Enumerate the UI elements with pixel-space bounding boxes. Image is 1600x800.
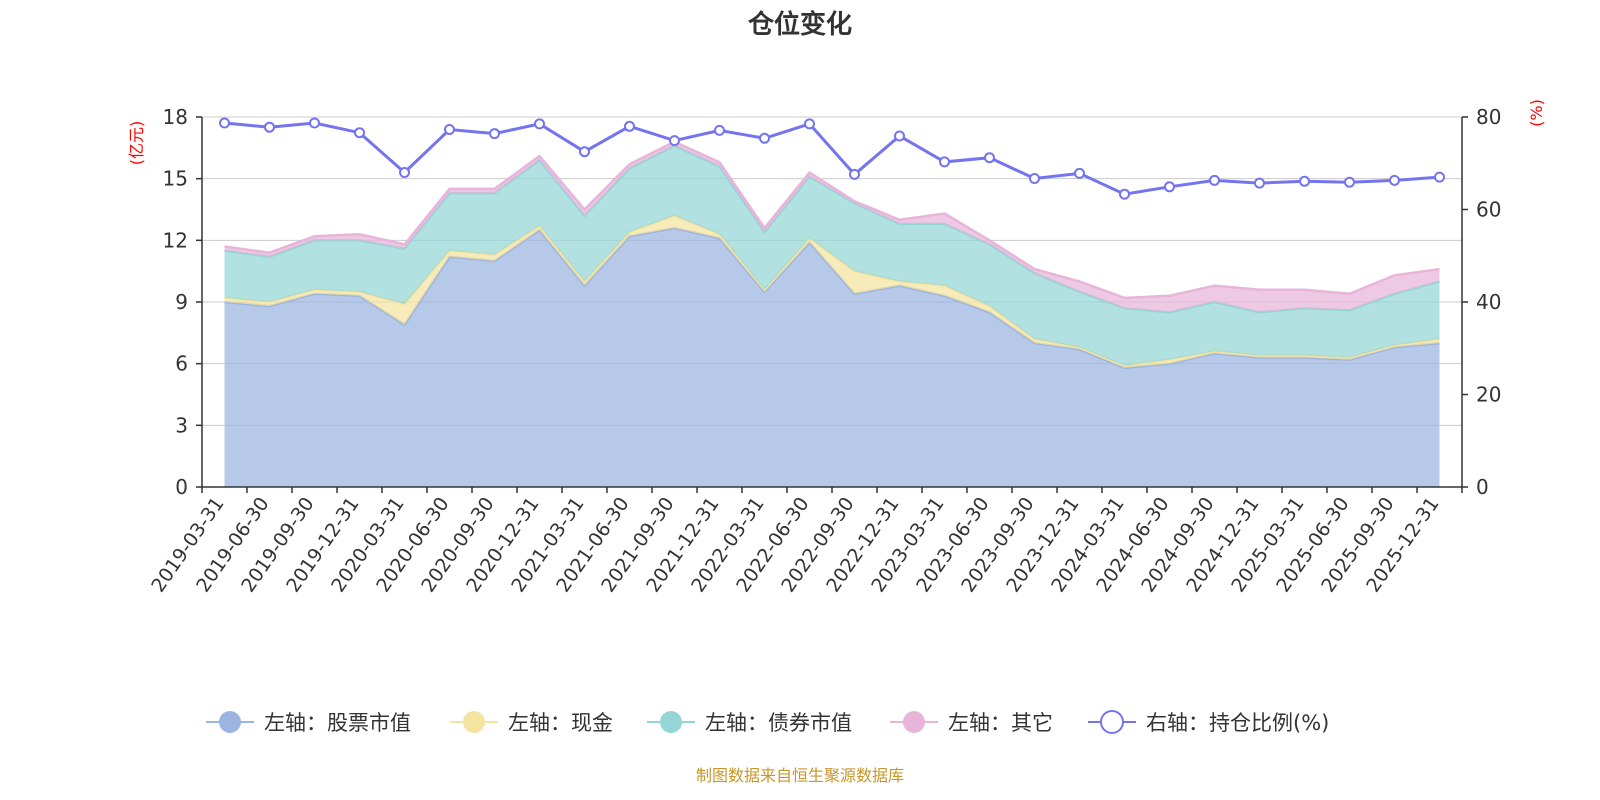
left-axis-tick-label: 0: [175, 475, 188, 499]
ratio-point: [1299, 175, 1310, 187]
ratio-point: [264, 121, 275, 133]
legend: 左轴：股票市值 左轴：现金 左轴：债券市值 左轴：其它 右轴：持仓比例(%): [206, 710, 1329, 735]
chart-title: 仓位变化: [747, 10, 852, 40]
legend-label-cash: 左轴：现金: [508, 711, 613, 735]
ratio-point: [219, 117, 230, 129]
other-area-edge: [224, 140, 1440, 300]
stock-area: [224, 228, 1440, 487]
legend-label-other: 左轴：其它: [948, 711, 1053, 735]
left-axis-tick-label: 12: [163, 228, 188, 252]
ratio-point: [1209, 174, 1220, 186]
legend-swatch-bond: [660, 711, 682, 733]
ratio-point: [1254, 177, 1265, 189]
left-axis-tick-label: 18: [163, 105, 188, 129]
right-axis-tick-label: 80: [1476, 105, 1501, 129]
ratio-point: [1164, 181, 1175, 193]
bond-area: [224, 145, 1440, 366]
left-axis-tick-label: 6: [175, 352, 188, 376]
ratio-point: [624, 120, 635, 132]
ratio-point: [354, 127, 365, 139]
ratio-point: [309, 117, 320, 129]
left-axis-tick-label: 9: [175, 290, 188, 314]
ratio-point: [579, 146, 590, 158]
ratio-point: [1344, 176, 1355, 188]
right-axis-unit: (%): [1527, 99, 1546, 127]
ratio-point: [714, 124, 725, 136]
left-axis-unit: (亿元): [127, 121, 146, 166]
ratio-point: [1074, 167, 1085, 179]
ratio-point: [399, 167, 410, 178]
ratio-point: [1119, 188, 1130, 200]
legend-label-stock: 左轴：股票市值: [264, 711, 411, 735]
ratio-point: [939, 156, 950, 168]
ratio-point: [444, 124, 455, 135]
left-axis-tick-label: 15: [163, 167, 188, 191]
ratio-point: [489, 128, 500, 140]
ratio-point: [1434, 171, 1445, 183]
stacked-areas: [224, 140, 1440, 487]
ratio-point: [1389, 174, 1400, 186]
ratio-point: [1029, 173, 1040, 184]
legend-label-ratio: 右轴：持仓比例(%): [1146, 711, 1329, 735]
ratio-point: [669, 135, 680, 147]
other-area: [224, 141, 1440, 313]
ratio-point: [804, 118, 815, 130]
ratio-point: [534, 118, 545, 130]
ratio-point: [894, 130, 905, 142]
left-axis-tick-label: 3: [175, 413, 188, 437]
legend-label-bond: 左轴：债券市值: [705, 711, 852, 735]
ratio-line-layer: [219, 117, 1445, 200]
ratio-point: [759, 132, 770, 144]
right-axis-tick-label: 0: [1476, 475, 1489, 499]
ratio-point: [984, 152, 995, 164]
right-axis-tick-label: 20: [1476, 383, 1501, 407]
legend-swatch-cash: [463, 711, 485, 733]
right-axis-tick-label: 60: [1476, 198, 1501, 222]
stock-area-edge: [224, 226, 1440, 370]
ratio-line: [224, 121, 1440, 196]
right-axis-tick-label: 40: [1476, 290, 1501, 314]
legend-swatch-other: [903, 711, 925, 733]
legend-swatch-ratio: [1100, 710, 1124, 734]
ratio-point: [849, 168, 860, 180]
legend-swatch-stock: [219, 711, 241, 733]
data-source-note: 制图数据来自恒生聚源数据库: [695, 766, 904, 785]
